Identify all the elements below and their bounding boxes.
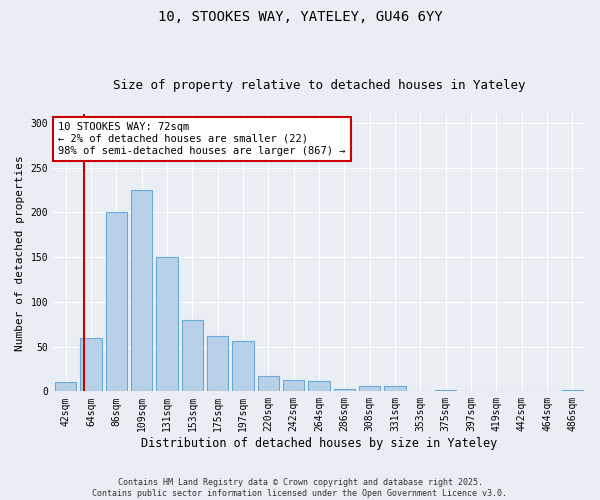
Bar <box>207 336 229 392</box>
Bar <box>156 257 178 392</box>
Bar <box>435 390 457 392</box>
Text: 10, STOOKES WAY, YATELEY, GU46 6YY: 10, STOOKES WAY, YATELEY, GU46 6YY <box>158 10 442 24</box>
Bar <box>232 341 254 392</box>
Bar <box>384 386 406 392</box>
Bar <box>359 386 380 392</box>
Bar <box>257 376 279 392</box>
Text: Contains HM Land Registry data © Crown copyright and database right 2025.
Contai: Contains HM Land Registry data © Crown c… <box>92 478 508 498</box>
Bar <box>55 382 76 392</box>
Bar <box>562 390 583 392</box>
Bar <box>131 190 152 392</box>
Text: 10 STOOKES WAY: 72sqm
← 2% of detached houses are smaller (22)
98% of semi-detac: 10 STOOKES WAY: 72sqm ← 2% of detached h… <box>58 122 346 156</box>
Bar <box>308 382 330 392</box>
X-axis label: Distribution of detached houses by size in Yateley: Distribution of detached houses by size … <box>141 437 497 450</box>
Bar <box>80 338 102 392</box>
Bar <box>283 380 304 392</box>
Bar <box>106 212 127 392</box>
Bar <box>334 388 355 392</box>
Bar <box>182 320 203 392</box>
Title: Size of property relative to detached houses in Yateley: Size of property relative to detached ho… <box>113 79 525 92</box>
Y-axis label: Number of detached properties: Number of detached properties <box>15 155 25 350</box>
